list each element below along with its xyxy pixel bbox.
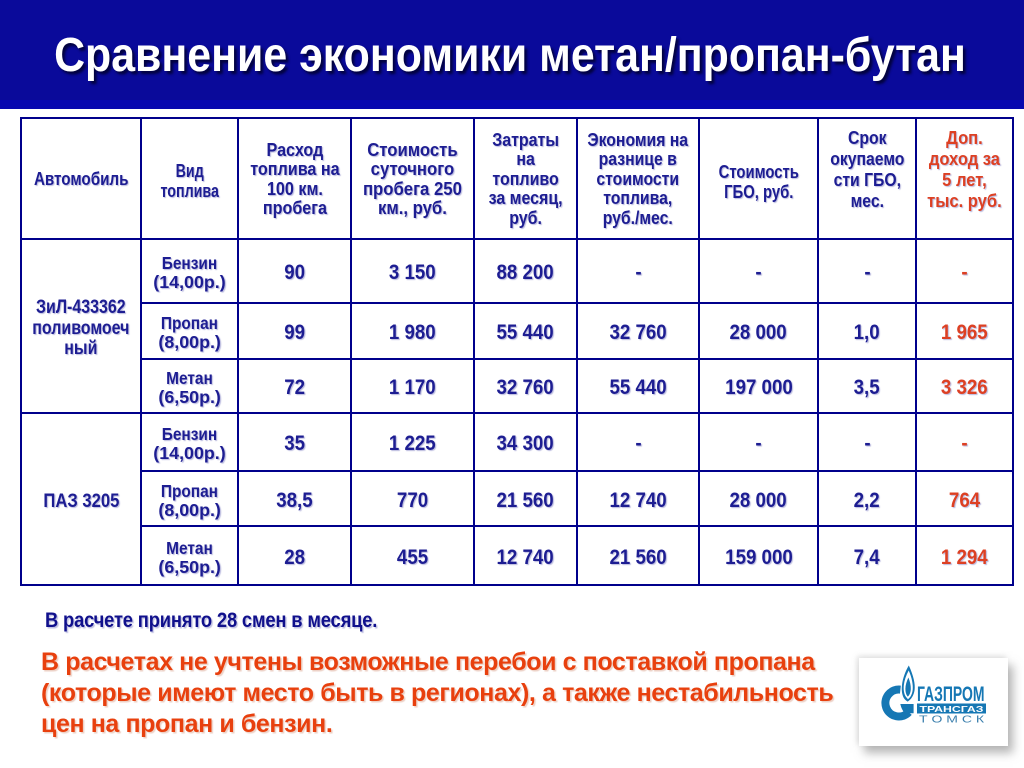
svg-text:Т О М С К: Т О М С К (919, 713, 985, 725)
svg-text:ГАЗПРОМ: ГАЗПРОМ (917, 683, 985, 706)
svg-text:ТРАНСГАЗ: ТРАНСГАЗ (920, 704, 984, 714)
